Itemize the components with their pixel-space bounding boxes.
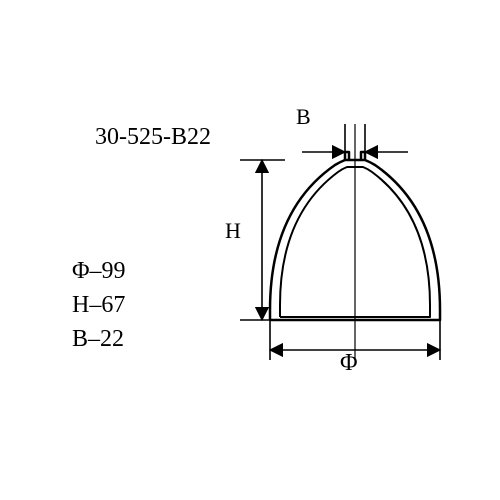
- part-number-label: 30-525-B22: [95, 124, 211, 151]
- spec-phi: Φ–99: [72, 258, 126, 285]
- dimension-h-label: H: [225, 218, 241, 244]
- dimension-phi-label: Φ: [340, 350, 358, 377]
- dimension-b-label: B: [296, 104, 311, 130]
- spec-h: H–67: [72, 292, 125, 319]
- technical-diagram: [0, 0, 500, 500]
- spec-b: B–22: [72, 326, 124, 353]
